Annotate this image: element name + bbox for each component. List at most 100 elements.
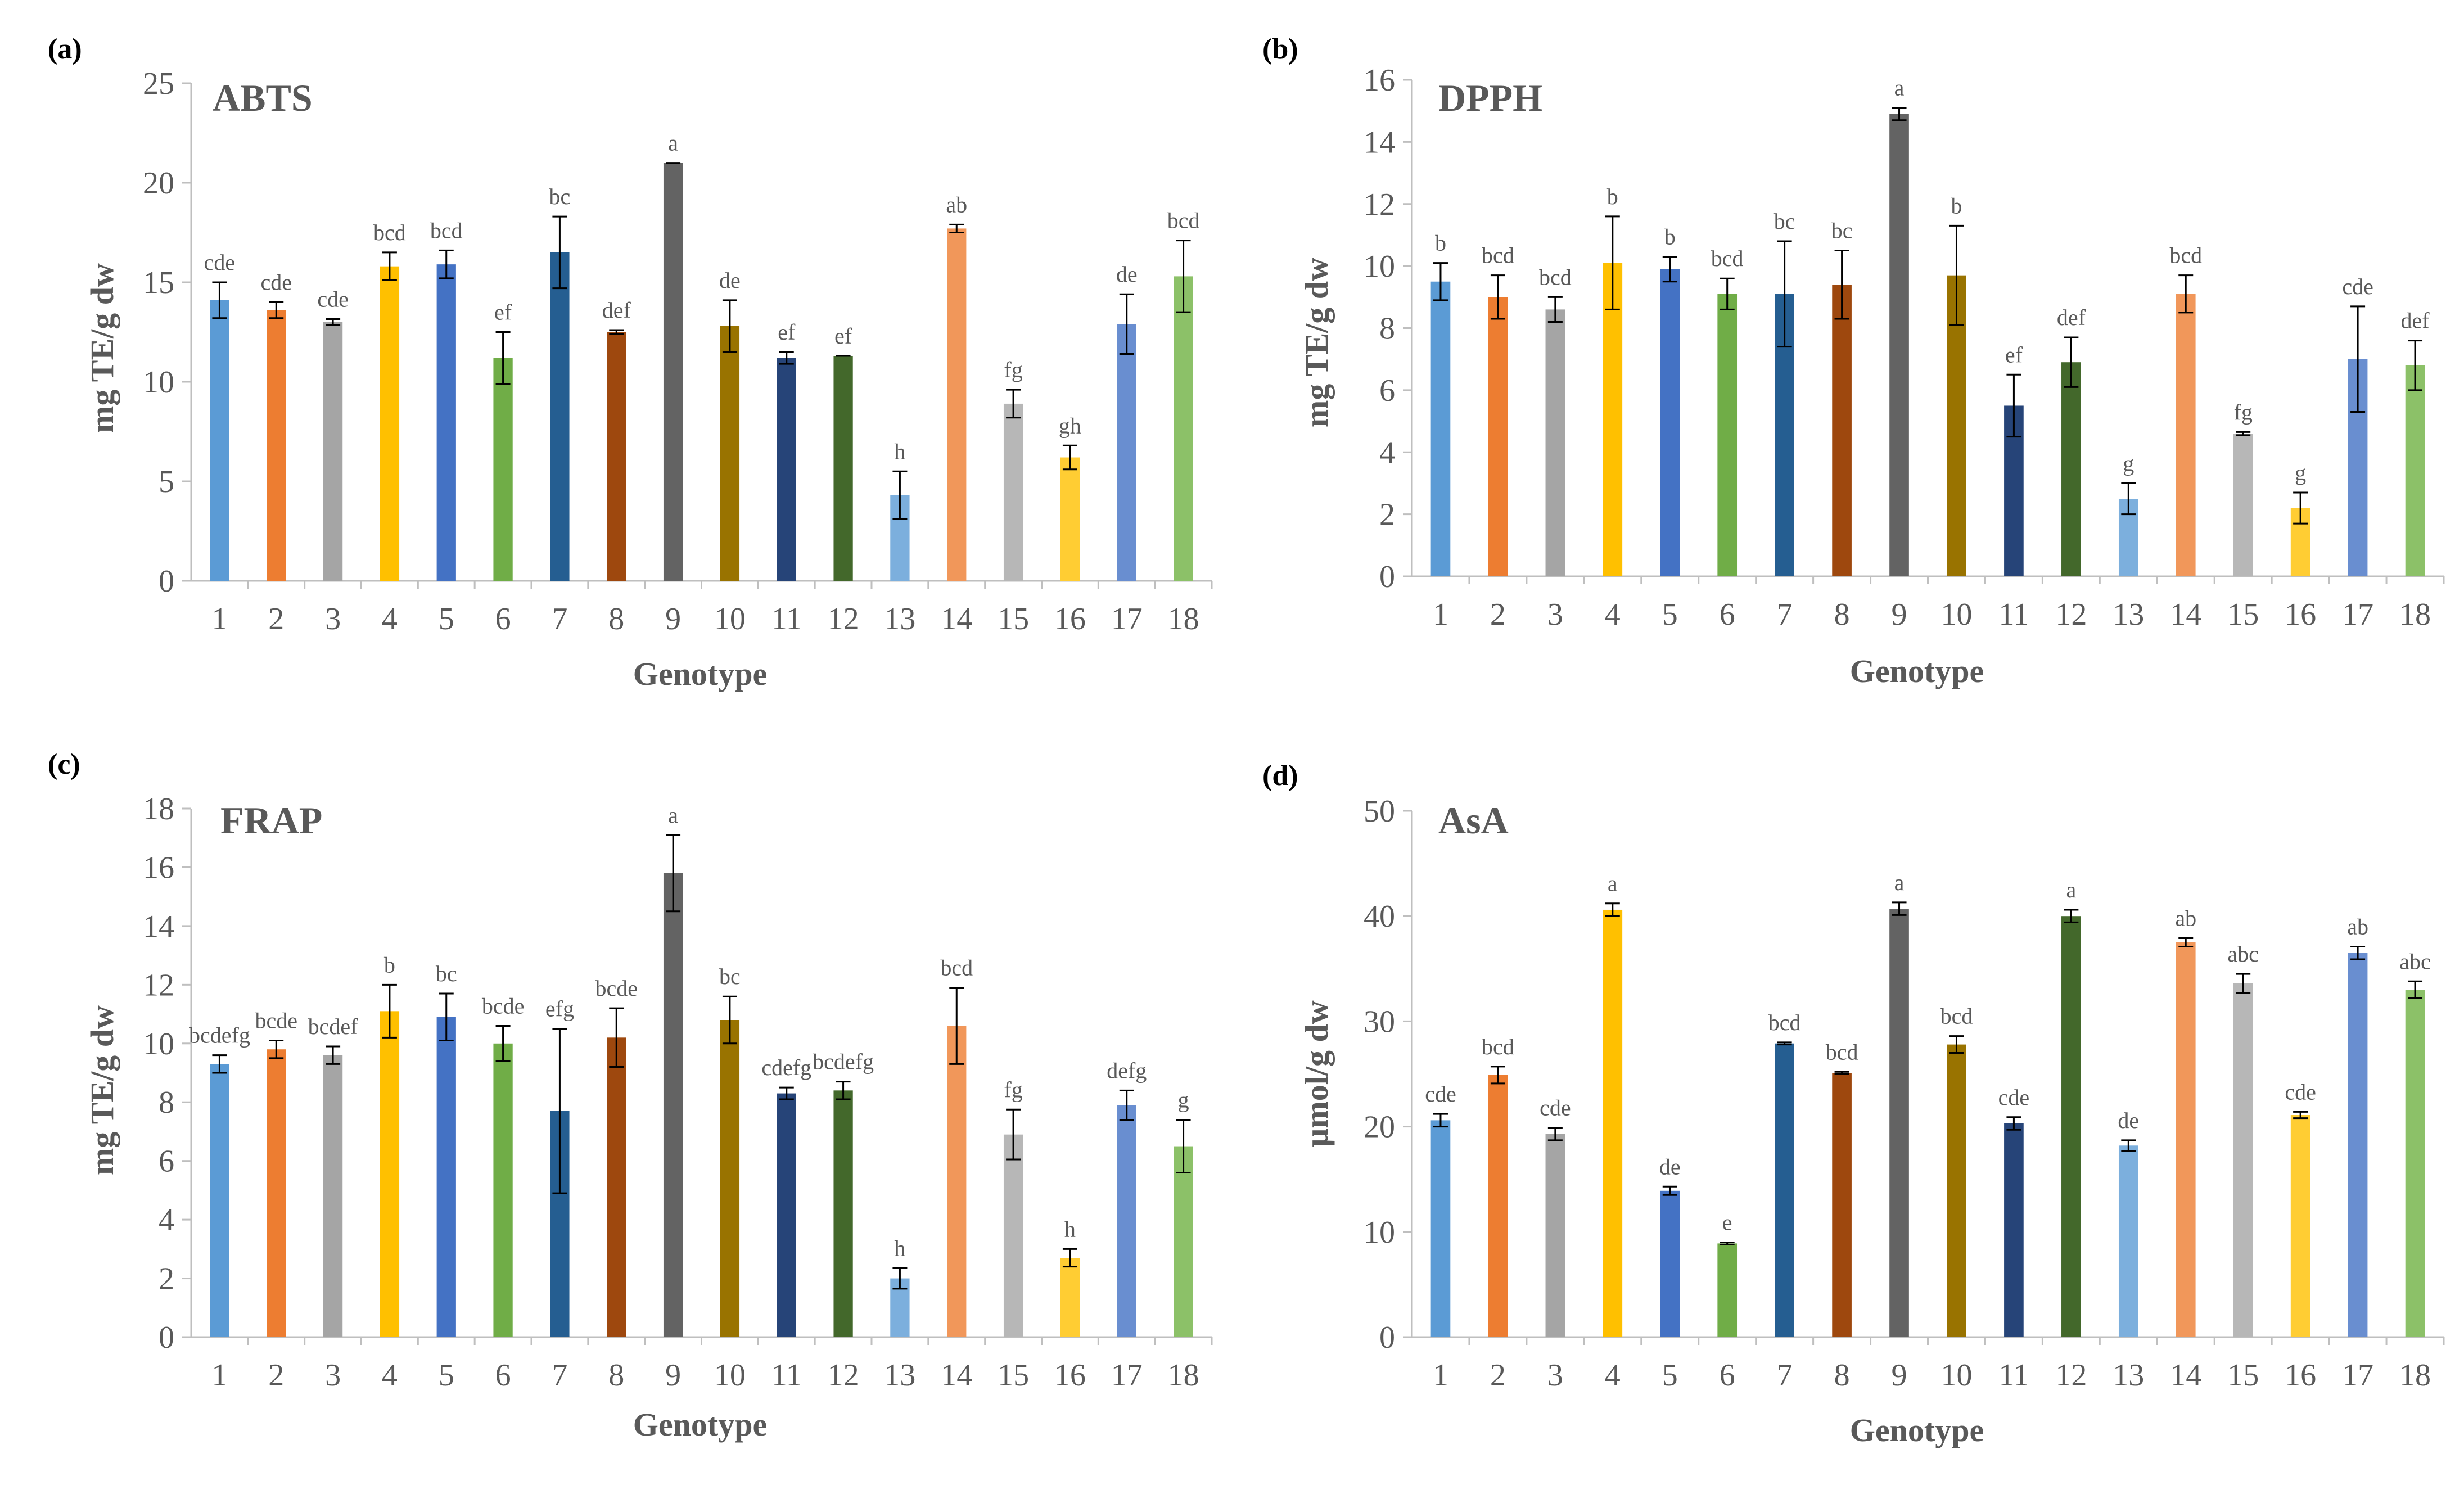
bar-genotype-8: [1832, 285, 1852, 576]
x-tick-label: 4: [382, 602, 398, 637]
significance-letter: ab: [2347, 914, 2368, 939]
y-tick-label: 4: [1379, 435, 1395, 470]
bar-genotype-18: [2405, 365, 2425, 576]
y-tick-label: 0: [159, 564, 174, 599]
bar-genotype-6: [493, 358, 513, 581]
significance-letter: a: [1608, 871, 1618, 896]
y-tick-label: 0: [159, 1320, 174, 1355]
significance-letter: ef: [834, 323, 852, 349]
bar-genotype-8: [607, 1037, 626, 1337]
significance-letter: gh: [1059, 413, 1081, 438]
bar-genotype-17: [1117, 324, 1136, 581]
significance-letter: cde: [260, 269, 292, 295]
significance-letter: h: [1064, 1216, 1076, 1242]
bar-genotype-12: [2061, 362, 2081, 576]
significance-letter: bcdefg: [189, 1023, 250, 1048]
bar-genotype-5: [1660, 269, 1680, 576]
x-tick-label: 10: [1940, 1358, 1972, 1393]
bar-genotype-18: [2405, 990, 2425, 1337]
y-tick-label: 16: [1364, 63, 1395, 98]
significance-letter: g: [2123, 450, 2134, 476]
x-tick-label: 8: [608, 602, 624, 637]
bar-genotype-3: [323, 1055, 343, 1337]
x-tick-label: 17: [2342, 597, 2373, 632]
significance-letter: b: [1664, 224, 1676, 250]
panel-label: (b): [1262, 33, 1298, 65]
x-tick-label: 16: [2285, 1358, 2316, 1393]
x-tick-label: 15: [998, 1358, 1029, 1393]
x-tick-label: 14: [941, 602, 972, 637]
significance-letter: bcd: [373, 220, 406, 245]
y-tick-label: 2: [159, 1262, 174, 1297]
significance-letter: bcd: [940, 955, 973, 981]
significance-letter: bcde: [595, 976, 638, 1001]
x-axis-label: Genotype: [1849, 653, 1984, 689]
x-tick-label: 12: [2055, 597, 2087, 632]
significance-letter: a: [668, 802, 678, 828]
significance-letter: def: [602, 297, 631, 323]
bar-genotype-2: [1488, 297, 1508, 576]
x-tick-label: 11: [1998, 597, 2029, 632]
bar-genotype-4: [1603, 909, 1623, 1337]
bar-genotype-15: [2233, 983, 2253, 1337]
x-tick-label: 14: [2170, 1358, 2201, 1393]
significance-letter: bcd: [430, 218, 463, 243]
y-tick-label: 8: [159, 1085, 174, 1120]
significance-letter: b: [1435, 231, 1446, 256]
significance-letter: bcdef: [308, 1014, 359, 1039]
x-tick-label: 13: [884, 602, 915, 637]
bar-genotype-11: [777, 1093, 796, 1337]
x-tick-label: 5: [1662, 597, 1678, 632]
significance-letter: bc: [1774, 209, 1795, 234]
x-tick-label: 3: [1547, 1358, 1563, 1393]
significance-letter: fg: [1004, 357, 1022, 382]
panel-frap: (c) FRAP mg TE/g dw Genotype 0 2 4 6 8 10 12 14…: [0, 742, 1232, 1485]
significance-letter: g: [1178, 1087, 1189, 1113]
x-tick-label: 4: [1605, 597, 1621, 632]
significance-letter: cde: [1998, 1085, 2030, 1110]
significance-letter: cde: [1425, 1081, 1456, 1107]
panel-label: (d): [1262, 760, 1298, 792]
bar-genotype-17: [1117, 1105, 1136, 1337]
x-tick-label: 14: [2170, 597, 2201, 632]
bar-genotype-17: [2348, 953, 2368, 1337]
y-tick-label: 30: [1364, 1004, 1395, 1039]
x-tick-label: 4: [1605, 1358, 1621, 1393]
chart-svg: 0 5 10 15 20 25 cde 1 cde 2 cde 3 bcd 4 bcd 5 ef 6 bc 7 def 8…: [143, 66, 1213, 637]
bar-genotype-14: [947, 1026, 967, 1337]
significance-letter: ab: [2175, 906, 2196, 931]
significance-letter: bcd: [2169, 243, 2202, 268]
bar-genotype-12: [833, 1090, 853, 1337]
bar-genotype-16: [1060, 457, 1080, 581]
y-tick-label: 18: [143, 792, 174, 827]
bar-genotype-6: [1717, 294, 1738, 576]
chart-title: FRAP: [220, 799, 323, 842]
x-tick-label: 9: [1892, 597, 1907, 632]
bar-genotype-14: [2176, 294, 2196, 576]
x-tick-label: 6: [495, 602, 511, 637]
y-tick-label: 14: [143, 909, 174, 944]
y-tick-label: 12: [143, 968, 174, 1003]
chart-title: DPPH: [1438, 76, 1543, 119]
significance-letter: cde: [317, 286, 349, 312]
significance-letter: bcd: [1539, 264, 1572, 290]
bar-genotype-2: [267, 310, 286, 581]
x-tick-label: 9: [665, 602, 681, 637]
significance-letter: efg: [545, 996, 574, 1022]
y-tick-label: 40: [1364, 899, 1395, 934]
significance-letter: bcd: [1940, 1004, 1973, 1029]
significance-letter: bcd: [1482, 243, 1514, 268]
bar-genotype-18: [1174, 276, 1193, 581]
x-tick-label: 9: [1892, 1358, 1907, 1393]
x-tick-label: 3: [1547, 597, 1563, 632]
significance-letter: h: [894, 439, 905, 464]
bar-genotype-2: [267, 1049, 286, 1337]
x-tick-label: 15: [2227, 597, 2259, 632]
bar-genotype-16: [2290, 1115, 2310, 1337]
significance-letter: bc: [719, 964, 741, 989]
significance-letter: h: [894, 1235, 905, 1261]
x-tick-label: 11: [771, 1358, 802, 1393]
x-tick-label: 12: [828, 602, 859, 637]
bar-genotype-8: [607, 332, 626, 581]
